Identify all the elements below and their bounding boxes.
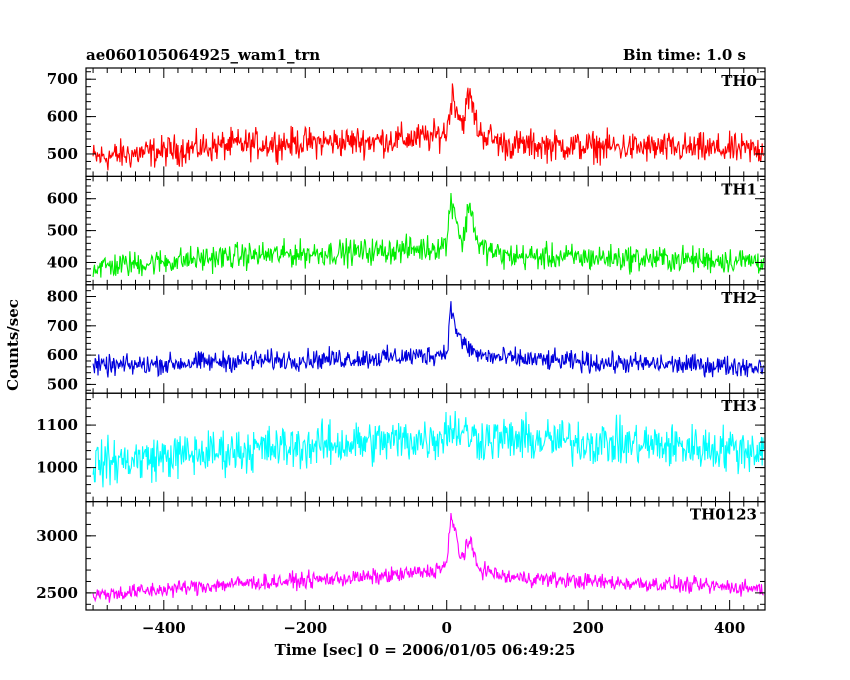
panel-frame-th0123 bbox=[85, 501, 766, 611]
y-tick-label: 700 bbox=[47, 70, 78, 88]
y-tick-label: 1000 bbox=[36, 459, 78, 477]
x-tick-label: 200 bbox=[573, 619, 604, 637]
x-axis: −400 −200 0 200 400 bbox=[142, 619, 745, 637]
series-line-th0123 bbox=[92, 512, 764, 603]
x-tick-label: 0 bbox=[442, 619, 452, 637]
y-tick-label: 400 bbox=[47, 253, 78, 271]
y-tick-label: 500 bbox=[47, 222, 78, 240]
x-tick-label: −400 bbox=[142, 619, 186, 637]
y-tick-label: 600 bbox=[47, 108, 78, 126]
y-tick-label: 700 bbox=[47, 317, 78, 335]
x-axis-label: Time [sec] 0 = 2006/01/05 06:49:25 bbox=[275, 641, 576, 659]
series-name-th2: TH2 bbox=[721, 289, 757, 307]
y-tick-label: 800 bbox=[47, 288, 78, 306]
series-name-th0: TH0 bbox=[721, 72, 757, 90]
plot-title: ae060105064925_wam1_trn bbox=[86, 46, 320, 64]
panels-group: 500 600 700 TH0 400 500 600 TH1 500 600 700 800 TH2 1… bbox=[36, 67, 766, 611]
panel-frame-th2 bbox=[85, 284, 766, 394]
y-tick-label: 600 bbox=[47, 346, 78, 364]
series-name-th3: TH3 bbox=[721, 397, 757, 415]
series-name-th1: TH1 bbox=[721, 180, 757, 198]
x-tick-label: 400 bbox=[714, 619, 745, 637]
series-line-th1 bbox=[92, 192, 765, 278]
series-line-th3 bbox=[92, 411, 765, 488]
series-line-th0 bbox=[92, 83, 765, 171]
y-tick-label: 500 bbox=[47, 145, 78, 163]
bin-time-label: Bin time: 1.0 s bbox=[623, 46, 746, 64]
series-name-th0123: TH0123 bbox=[690, 506, 757, 524]
y-tick-label: 1100 bbox=[36, 416, 78, 434]
y-tick-label: 2500 bbox=[36, 584, 78, 602]
panel-frame-th0 bbox=[85, 67, 766, 178]
y-tick-label: 500 bbox=[47, 375, 78, 393]
y-axis-label: Counts/sec bbox=[4, 299, 22, 391]
y-tick-label: 3000 bbox=[36, 527, 78, 545]
y-tick-label: 600 bbox=[47, 190, 78, 208]
x-tick-label: −200 bbox=[283, 619, 327, 637]
panel-frame-th1 bbox=[85, 175, 766, 286]
series-line-th2 bbox=[92, 301, 765, 378]
